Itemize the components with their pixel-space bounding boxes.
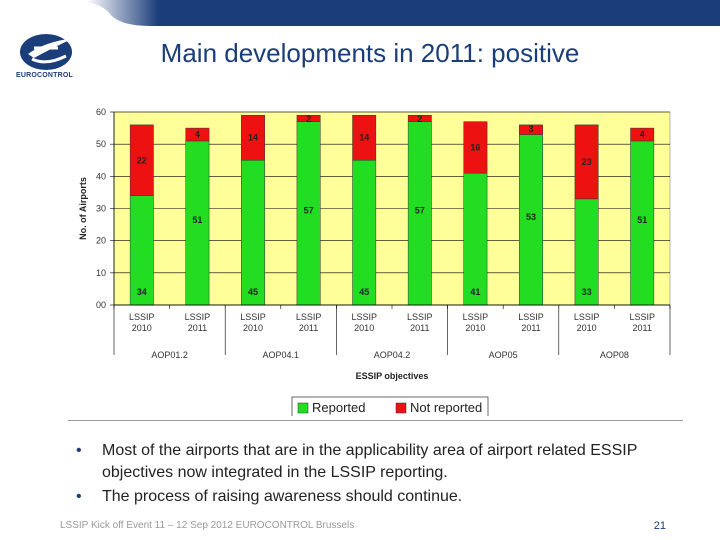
x-tick-label: LSSIP bbox=[629, 312, 655, 322]
legend-label-not-reported: Not reported bbox=[410, 400, 482, 415]
group-label: AOP08 bbox=[600, 350, 629, 360]
x-tick-label: LSSIP bbox=[185, 312, 211, 322]
data-label-not-reported: 4 bbox=[640, 130, 645, 140]
bar-reported bbox=[352, 160, 377, 306]
data-label-reported: 53 bbox=[526, 212, 536, 222]
data-label-reported: 33 bbox=[582, 287, 592, 297]
y-tick-label: 50 bbox=[96, 139, 106, 149]
bar-not-reported bbox=[185, 127, 210, 142]
data-label-not-reported: 14 bbox=[248, 133, 258, 143]
group-label: AOP01.2 bbox=[151, 350, 188, 360]
x-tick-label: LSSIP bbox=[463, 312, 489, 322]
x-tick-label: 2011 bbox=[633, 323, 652, 333]
x-tick-label: LSSIP bbox=[518, 312, 544, 322]
x-tick-label: LSSIP bbox=[407, 312, 433, 322]
data-label-not-reported: 4 bbox=[195, 130, 200, 140]
logo-text: EUROCONTROL bbox=[16, 72, 74, 79]
data-label-not-reported: 2 bbox=[306, 114, 311, 124]
x-tick-label: 2010 bbox=[465, 323, 485, 333]
y-tick-label: 00 bbox=[96, 300, 106, 310]
x-tick-label: 2010 bbox=[243, 323, 263, 333]
bullet-text: Most of the airports that are in the app… bbox=[102, 442, 638, 481]
data-label-not-reported: 2 bbox=[417, 114, 422, 124]
x-tick-label: 2011 bbox=[410, 323, 429, 333]
bullet-dot-icon: • bbox=[76, 488, 82, 505]
data-label-reported: 57 bbox=[304, 205, 314, 215]
x-tick-label: LSSIP bbox=[574, 312, 600, 322]
data-label-reported: 34 bbox=[137, 287, 147, 297]
x-tick-label: LSSIP bbox=[240, 312, 266, 322]
bar-not-reported bbox=[241, 114, 265, 161]
x-tick-label: LSSIP bbox=[296, 312, 322, 322]
bar-not-reported bbox=[574, 124, 599, 200]
bullet-dot-icon: • bbox=[76, 442, 82, 459]
slide-title: Main developments in 2011: positive bbox=[160, 38, 580, 68]
y-tick-label: 60 bbox=[96, 107, 106, 117]
bar-not-reported bbox=[129, 124, 154, 196]
data-label-not-reported: 16 bbox=[470, 142, 480, 152]
bar-reported bbox=[241, 160, 265, 306]
x-tick-label: 2010 bbox=[132, 323, 152, 333]
x-tick-label: 2011 bbox=[521, 323, 540, 333]
bar-not-reported bbox=[296, 114, 321, 122]
data-label-not-reported: 14 bbox=[359, 133, 369, 143]
data-label-not-reported: 22 bbox=[137, 155, 147, 165]
data-label-reported: 45 bbox=[248, 287, 258, 297]
legend-swatch-reported bbox=[297, 402, 309, 414]
x-tick-label: LSSIP bbox=[129, 312, 155, 322]
x-tick-label: 2010 bbox=[577, 323, 597, 333]
group-label: AOP04.1 bbox=[263, 350, 300, 360]
bar-not-reported bbox=[463, 121, 488, 174]
y-tick-label: 30 bbox=[96, 204, 106, 214]
data-label-reported: 57 bbox=[415, 205, 425, 215]
y-tick-label: 20 bbox=[96, 236, 106, 246]
bar-not-reported bbox=[407, 114, 432, 122]
eurocontrol-emblem-icon bbox=[20, 34, 74, 70]
footer-text: LSSIP Kick off Event 11 – 12 Sep 2012 EU… bbox=[60, 520, 355, 531]
data-label-reported: 51 bbox=[637, 215, 647, 225]
header-band bbox=[0, 0, 720, 26]
data-label-reported: 51 bbox=[192, 215, 202, 225]
x-axis-title: ESSIP objectives bbox=[356, 371, 429, 381]
group-label: AOP04.2 bbox=[374, 350, 411, 360]
bar-not-reported bbox=[352, 114, 377, 161]
x-tick-label: 2010 bbox=[354, 323, 374, 333]
page-number: 21 bbox=[653, 520, 666, 532]
group-label: AOP05 bbox=[489, 350, 518, 360]
eurocontrol-logo: EUROCONTROL bbox=[14, 28, 80, 86]
data-label-not-reported: 23 bbox=[582, 157, 592, 167]
y-tick-label: 40 bbox=[96, 171, 106, 181]
y-axis-title: No. of Airports bbox=[78, 177, 88, 240]
bar-reported bbox=[463, 172, 488, 306]
bullet-item: • The process of raising awareness should… bbox=[76, 486, 676, 508]
bar-not-reported bbox=[630, 127, 655, 142]
legend-label-reported: Reported bbox=[312, 400, 365, 415]
x-tick-label: LSSIP bbox=[351, 312, 377, 322]
bullet-item: • Most of the airports that are in the ap… bbox=[76, 440, 676, 484]
x-tick-label: 2011 bbox=[299, 323, 318, 333]
y-tick-label: 10 bbox=[96, 268, 106, 278]
bar-not-reported bbox=[519, 124, 543, 135]
data-label-reported: 45 bbox=[359, 287, 369, 297]
legend-box bbox=[291, 396, 489, 416]
data-label-reported: 41 bbox=[470, 287, 480, 297]
x-tick-label: 2011 bbox=[188, 323, 207, 333]
data-label-not-reported: 3 bbox=[528, 124, 533, 134]
bullet-list: • Most of the airports that are in the ap… bbox=[76, 440, 676, 510]
bullet-text: The process of raising awareness should … bbox=[102, 488, 463, 505]
legend-swatch-not-reported bbox=[395, 402, 407, 414]
divider bbox=[68, 420, 683, 421]
